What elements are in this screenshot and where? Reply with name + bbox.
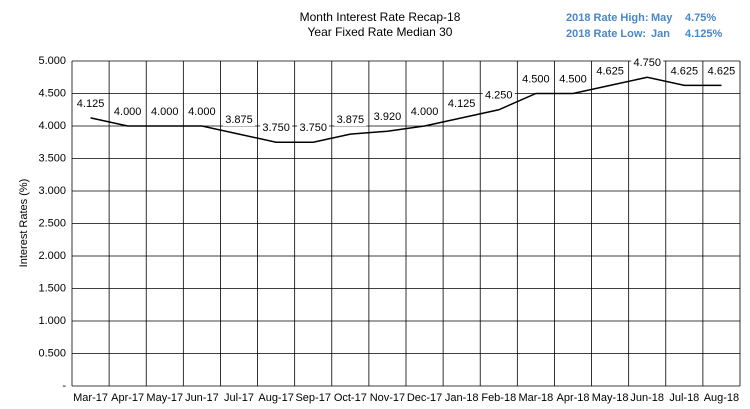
data-label-bg: [631, 56, 664, 70]
x-tick-label: Feb-18: [481, 392, 516, 404]
x-tick-label: Jun-18: [630, 392, 664, 404]
annotation: 2018 Rate Low:: [566, 28, 646, 40]
x-tick-label: Jul-17: [224, 392, 254, 404]
annotation: 2018 Rate High:: [566, 12, 649, 24]
data-label: 3.750: [262, 122, 290, 134]
y-tick-label: 2.500: [38, 217, 66, 229]
data-label: 4.000: [114, 106, 142, 118]
x-tick-label: May-17: [146, 392, 183, 404]
x-tick-label: Oct-17: [334, 392, 367, 404]
data-label-bg: [557, 72, 589, 86]
data-label: 4.125: [77, 98, 105, 110]
data-label-bg: [260, 121, 293, 135]
x-tick-label: Aug-17: [258, 392, 293, 404]
y-tick-label: 4.500: [38, 87, 66, 99]
chart-title: Year Fixed Rate Median 30: [308, 25, 453, 39]
data-label-bg: [445, 96, 478, 110]
x-tick-label: Apr-18: [556, 392, 589, 404]
annotation: May: [651, 12, 673, 24]
data-label-bg: [148, 105, 181, 118]
data-label-bg: [594, 64, 627, 78]
x-tick-label: Apr-17: [111, 392, 144, 404]
data-label-bg: [482, 88, 515, 102]
data-label: 4.000: [411, 106, 439, 118]
data-label-bg: [519, 72, 552, 86]
data-label-bg: [408, 105, 441, 118]
chart-title: Month Interest Rate Recap-18: [300, 10, 461, 24]
annotation: Jan: [651, 28, 670, 40]
data-label: 4.000: [151, 106, 179, 118]
data-label-bg: [185, 105, 218, 118]
x-tick-label: Mar-17: [73, 392, 108, 404]
y-tick-label: 3.000: [38, 185, 66, 197]
data-label-bg: [111, 105, 144, 118]
x-tick-label: Sep-17: [295, 392, 330, 404]
x-tick-label: Aug-18: [704, 392, 739, 404]
data-label: 4.625: [596, 65, 624, 77]
data-label: 4.250: [485, 90, 513, 102]
data-label: 3.750: [299, 122, 327, 134]
data-label: 4.000: [188, 106, 216, 118]
y-tick-label: 3.500: [38, 152, 66, 164]
annotation: 4.75%: [685, 12, 716, 24]
annotation: 4.125%: [685, 28, 723, 40]
y-tick-label: 0.500: [38, 347, 66, 359]
x-tick-label: May-18: [592, 392, 629, 404]
data-label: 4.125: [448, 98, 476, 110]
x-tick-label: Nov-17: [370, 392, 405, 404]
data-label: 4.625: [671, 65, 699, 77]
data-label-bg: [668, 64, 701, 78]
line: [90, 76, 722, 143]
y-tick-label: 1.500: [38, 282, 66, 294]
y-axis-label: Interest Rates (%): [18, 179, 30, 268]
data-label-bg: [223, 113, 255, 127]
x-tick-label: Jan-18: [445, 392, 479, 404]
data-label-bg: [297, 121, 330, 135]
data-label: 4.500: [522, 73, 550, 85]
data-label: 3.875: [225, 114, 253, 126]
data-label: 4.750: [633, 57, 661, 69]
y-tick-label: -: [62, 380, 66, 392]
y-tick-label: 4.000: [38, 120, 66, 132]
y-tick-label: 1.000: [38, 315, 66, 327]
y-tick-label: 2.000: [38, 250, 66, 262]
x-tick-label: Dec-17: [407, 392, 442, 404]
data-label: 3.875: [337, 114, 365, 126]
data-label-bg: [74, 96, 107, 110]
x-tick-label: Jun-17: [185, 392, 219, 404]
data-label: 4.625: [708, 65, 736, 77]
data-label-bg: [371, 110, 404, 124]
y-tick-label: 5.000: [38, 55, 66, 67]
data-label: 3.920: [374, 111, 402, 123]
data-label: 4.500: [559, 73, 587, 85]
x-tick-label: Jul-18: [669, 392, 699, 404]
data-label-bg: [334, 113, 367, 127]
data-label-bg: [705, 64, 738, 78]
x-tick-label: Mar-18: [518, 392, 553, 404]
